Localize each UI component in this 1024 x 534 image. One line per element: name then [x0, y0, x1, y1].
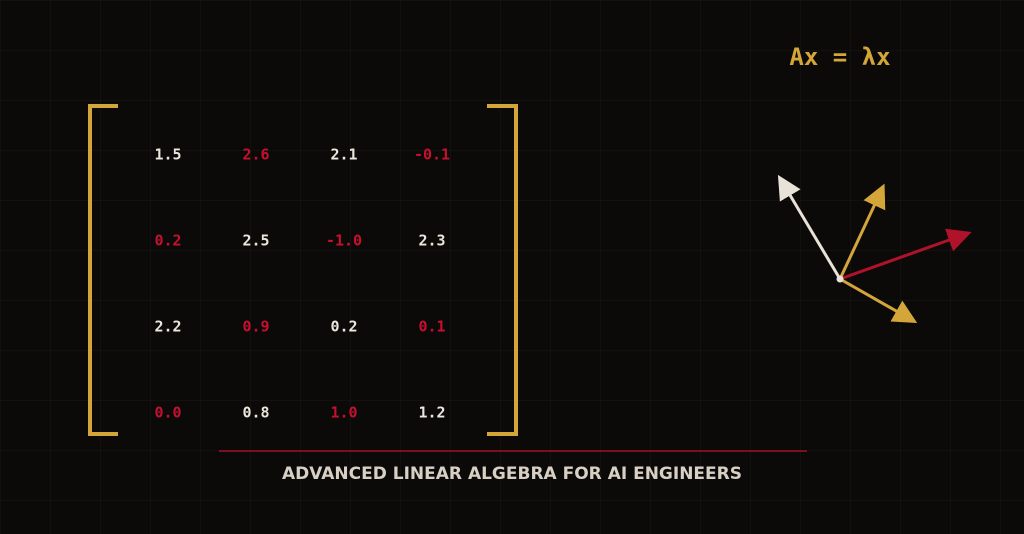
vector — [777, 174, 842, 280]
matrix-cell: 0.0 — [154, 404, 181, 422]
vectors — [777, 174, 972, 323]
matrix-cell: 2.1 — [330, 146, 357, 164]
origin — [836, 275, 844, 283]
matrix-cell: -0.1 — [414, 146, 450, 164]
matrix-cell: 0.1 — [418, 318, 445, 336]
vector — [838, 183, 886, 280]
matrix-cell: -1.0 — [326, 232, 362, 250]
caption: ADVANCED LINEAR ALGEBRA FOR AI ENGINEERS — [282, 464, 742, 484]
matrix-cell: 0.2 — [154, 232, 181, 250]
matrix-cell: 0.8 — [242, 404, 269, 422]
matrix-cell: 2.3 — [418, 232, 445, 250]
vector — [839, 228, 972, 281]
matrix-cell: 1.0 — [330, 404, 357, 422]
vector — [839, 277, 918, 323]
matrix-cell: 1.5 — [154, 146, 181, 164]
right-bracket — [487, 104, 518, 436]
matrix-cell: 2.5 — [242, 232, 269, 250]
matrix-cell: 0.2 — [330, 318, 357, 336]
matrix-cell: 0.9 — [242, 318, 269, 336]
left-bracket — [88, 104, 118, 436]
matrix-cell: 1.2 — [418, 404, 445, 422]
matrix: 1.5 2.6 2.1 -0.1 0.2 2.5 -1.0 2.3 2.2 0.9 0.2 0.1 0.… — [154, 146, 450, 422]
matrix-cell: 2.2 — [154, 318, 181, 336]
equation: Ax = λx — [789, 43, 890, 71]
matrix-cell: 2.6 — [242, 146, 269, 164]
